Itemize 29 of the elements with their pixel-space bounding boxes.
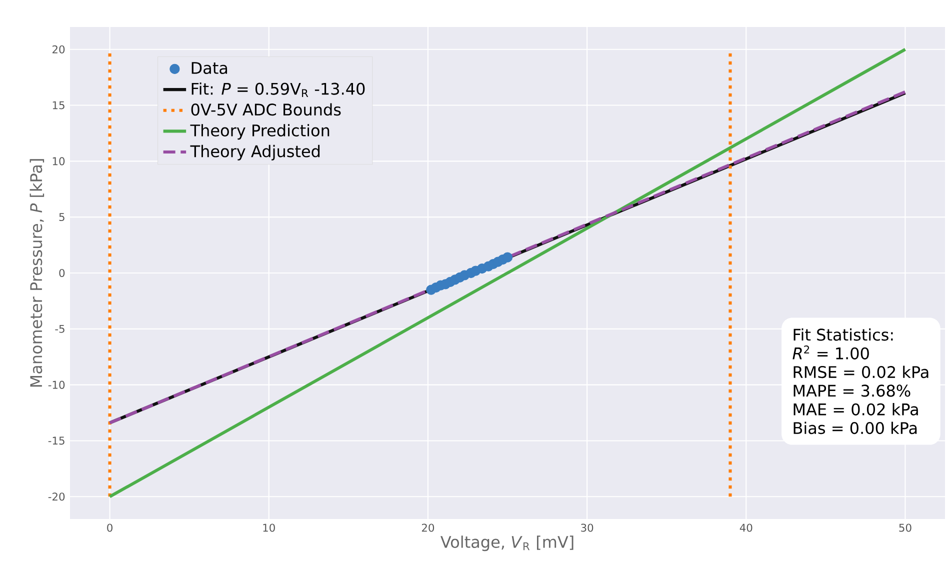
- y-tick-label: 15: [52, 101, 64, 110]
- annotation: RMSE = 0.02 kPa: [794, 366, 928, 378]
- legend-label: Theory Adjusted: [190, 144, 320, 160]
- x-tick-label: 20: [422, 524, 434, 532]
- y-tick-label: -5: [55, 324, 64, 333]
- x-axis-title: Voltage, V$_{R}$ [mV]: [440, 536, 574, 552]
- x-tick-label: 40: [740, 524, 752, 532]
- y-tick-label: -20: [48, 492, 65, 501]
- annotation: MAPE = 3.68%: [794, 384, 910, 397]
- legend-label: Fit: P = 0.59V$_{R}$ -13.40: [192, 82, 365, 98]
- point: [502, 252, 513, 262]
- legend-label: 0V-5V ADC Bounds: [191, 103, 341, 116]
- legend-label: Theory Prediction: [190, 124, 330, 140]
- y-tick-label: 20: [52, 45, 65, 54]
- annotation: Bias = 0.00 kPa: [794, 422, 917, 434]
- x-tick-label: 50: [899, 524, 912, 532]
- y-tick-label: -10: [48, 380, 65, 389]
- y-tick-label: -15: [48, 436, 64, 445]
- y-tick-label: 0: [59, 268, 65, 278]
- x-tick-label: 30: [581, 524, 594, 532]
- y-axis-title: Manometer Pressure, P [kPa]: [30, 159, 44, 387]
- legend-label: Data: [192, 62, 228, 74]
- y-tick-label: 10: [52, 157, 65, 166]
- x-tick-label: 10: [263, 524, 275, 532]
- annotation: R$^{2}$ = 1.00: [792, 345, 869, 360]
- x-tick-label: 0: [107, 524, 112, 532]
- y-tick-label: 5: [59, 213, 64, 222]
- annotation: MAE = 0.02 kPa: [794, 403, 918, 416]
- annotation: Fit Statistics:: [794, 328, 893, 341]
